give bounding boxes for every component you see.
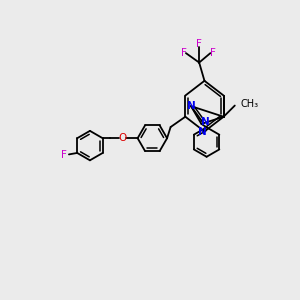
Text: N: N	[198, 127, 206, 137]
Text: N: N	[200, 117, 209, 127]
Text: N: N	[187, 101, 195, 111]
Text: F: F	[181, 47, 187, 58]
Text: F: F	[61, 150, 67, 160]
Text: O: O	[119, 133, 127, 143]
Text: F: F	[196, 39, 202, 49]
Text: CH₃: CH₃	[240, 99, 258, 109]
Text: F: F	[210, 47, 216, 58]
